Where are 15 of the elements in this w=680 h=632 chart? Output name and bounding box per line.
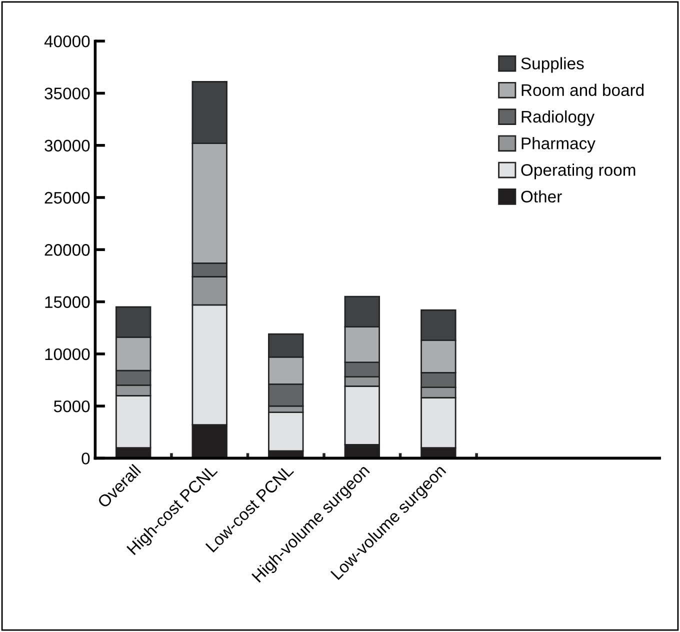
legend-label: Other <box>521 190 562 203</box>
y-tick-label: 5000 <box>54 400 90 412</box>
y-tick-label: 30000 <box>44 140 90 152</box>
y-tick-label: 10000 <box>45 348 90 360</box>
y-tick-label: 0 <box>82 452 90 464</box>
legend-label: Room and board <box>522 84 644 96</box>
legend-label: Radiology <box>522 110 595 126</box>
y-tick-label: 20000 <box>44 244 90 256</box>
y-tick-label: 25000 <box>44 192 90 204</box>
y-tick-label: 40000 <box>44 35 90 48</box>
y-tick-label: 35000 <box>44 88 90 100</box>
legend-label: Operating room <box>521 164 636 180</box>
legend-label: Pharmacy <box>522 137 596 153</box>
legend-label: Supplies <box>521 57 584 73</box>
y-tick-label: 15000 <box>45 296 90 308</box>
